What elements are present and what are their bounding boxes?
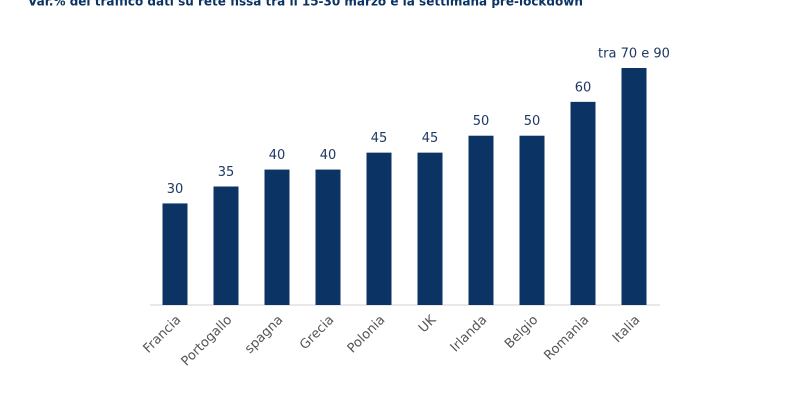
data-label: 40 [320, 148, 337, 163]
bar [468, 135, 494, 305]
x-tick-label: Romania [541, 313, 592, 364]
x-tick-label: Portogallo [179, 313, 236, 370]
data-label: 50 [473, 114, 490, 129]
x-tick-label: Irlanda [448, 313, 491, 356]
chart-title: Var.% del traffico dati su rete fissa tr… [28, 0, 583, 9]
bar [366, 152, 392, 305]
x-tick-label: UK [416, 312, 440, 336]
bar [621, 68, 647, 305]
bar [162, 203, 188, 305]
bar [570, 101, 596, 305]
data-label: 35 [218, 165, 235, 180]
data-label: tra 70 e 90 [598, 47, 670, 62]
x-tick-label: Francia [141, 313, 185, 357]
x-tick-label: Grecia [297, 313, 337, 353]
bar [264, 169, 290, 305]
bar [519, 135, 545, 305]
x-tick-label: Belgio [502, 313, 541, 352]
data-label: 60 [575, 80, 592, 95]
data-label: 45 [422, 131, 439, 146]
data-label: 40 [269, 148, 286, 163]
x-tick-label: spagna [242, 313, 286, 357]
bar [213, 186, 239, 305]
data-label: 30 [167, 182, 184, 197]
data-label: 45 [371, 131, 388, 146]
bar [417, 152, 443, 305]
x-tick-label: Polonia [345, 313, 389, 357]
bar [315, 169, 341, 305]
data-label: 50 [524, 114, 541, 129]
x-tick-label: Italia [610, 313, 643, 346]
